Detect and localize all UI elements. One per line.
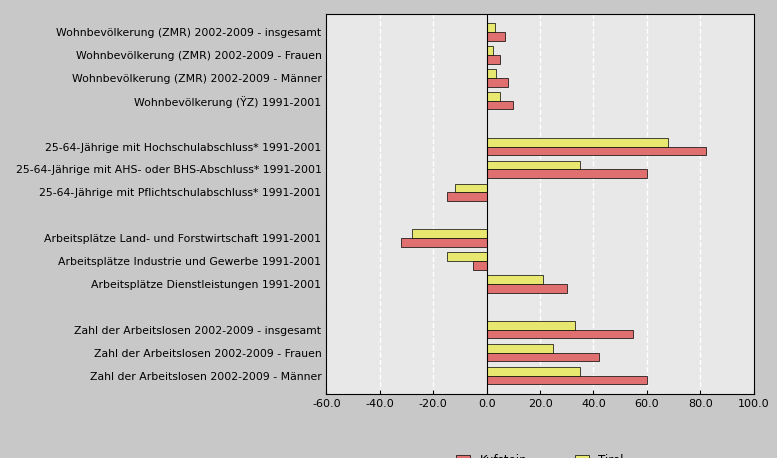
- Bar: [486, 69, 496, 78]
- Bar: [486, 23, 495, 32]
- Bar: [486, 353, 599, 361]
- Bar: [486, 321, 575, 330]
- Bar: [486, 46, 493, 55]
- Bar: [486, 376, 646, 384]
- Bar: [447, 192, 486, 201]
- Bar: [486, 161, 580, 169]
- Bar: [486, 344, 553, 353]
- Bar: [486, 55, 500, 64]
- Bar: [486, 101, 514, 109]
- Bar: [486, 78, 508, 87]
- Bar: [486, 138, 668, 147]
- Bar: [486, 92, 500, 101]
- Legend: Kufstein, Tirol: Kufstein, Tirol: [451, 449, 629, 458]
- Bar: [486, 275, 542, 284]
- Bar: [486, 367, 580, 376]
- Bar: [486, 284, 566, 293]
- Bar: [486, 32, 505, 41]
- Bar: [486, 169, 646, 178]
- Bar: [455, 184, 486, 192]
- Bar: [401, 238, 486, 247]
- Bar: [412, 229, 486, 238]
- Bar: [486, 147, 706, 155]
- Bar: [473, 261, 486, 270]
- Bar: [486, 330, 633, 338]
- Bar: [447, 252, 486, 261]
